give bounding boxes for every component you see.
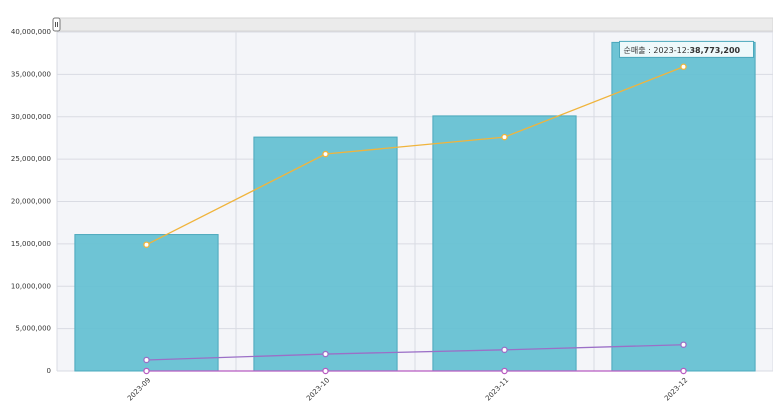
point xyxy=(501,346,508,354)
y-tick-label: 20,000,000 xyxy=(11,198,51,206)
tooltip-value: 38,773,200 xyxy=(689,45,740,54)
tooltip: 순매출 : 2023-12:38,773,200 xyxy=(619,40,754,58)
point xyxy=(322,367,329,375)
y-tick-label: 5,000,000 xyxy=(15,325,51,333)
bar xyxy=(74,234,219,372)
tooltip-box xyxy=(619,40,754,58)
scroll-bar[interactable] xyxy=(56,17,773,32)
line xyxy=(146,66,684,246)
point xyxy=(680,341,687,348)
point xyxy=(322,150,329,158)
point xyxy=(322,350,329,358)
y-tick-label: 25,000,000 xyxy=(11,155,51,163)
bar xyxy=(253,136,398,372)
point xyxy=(680,63,687,70)
bar xyxy=(611,41,756,372)
point xyxy=(501,367,508,375)
y-tick-label: 30,000,000 xyxy=(11,113,51,121)
y-tick-label: 0 xyxy=(47,367,51,375)
line xyxy=(146,344,684,361)
tooltip-text: 순매출 : 2023-12:38,773,200 xyxy=(624,44,741,54)
point xyxy=(143,241,150,248)
y-tick-label: 40,000,000 xyxy=(11,28,51,36)
y-tick-label: 10,000,000 xyxy=(11,282,51,290)
point xyxy=(680,367,687,375)
y-tick-label: 35,000,000 xyxy=(11,70,51,78)
point xyxy=(143,356,150,364)
point xyxy=(501,133,508,141)
point xyxy=(143,367,150,375)
scroll-handle[interactable] xyxy=(52,17,61,32)
tooltip-label: 순매출 : 2023-12: xyxy=(624,44,690,54)
bar xyxy=(432,115,577,372)
y-tick-label: 15,000,000 xyxy=(11,240,51,248)
